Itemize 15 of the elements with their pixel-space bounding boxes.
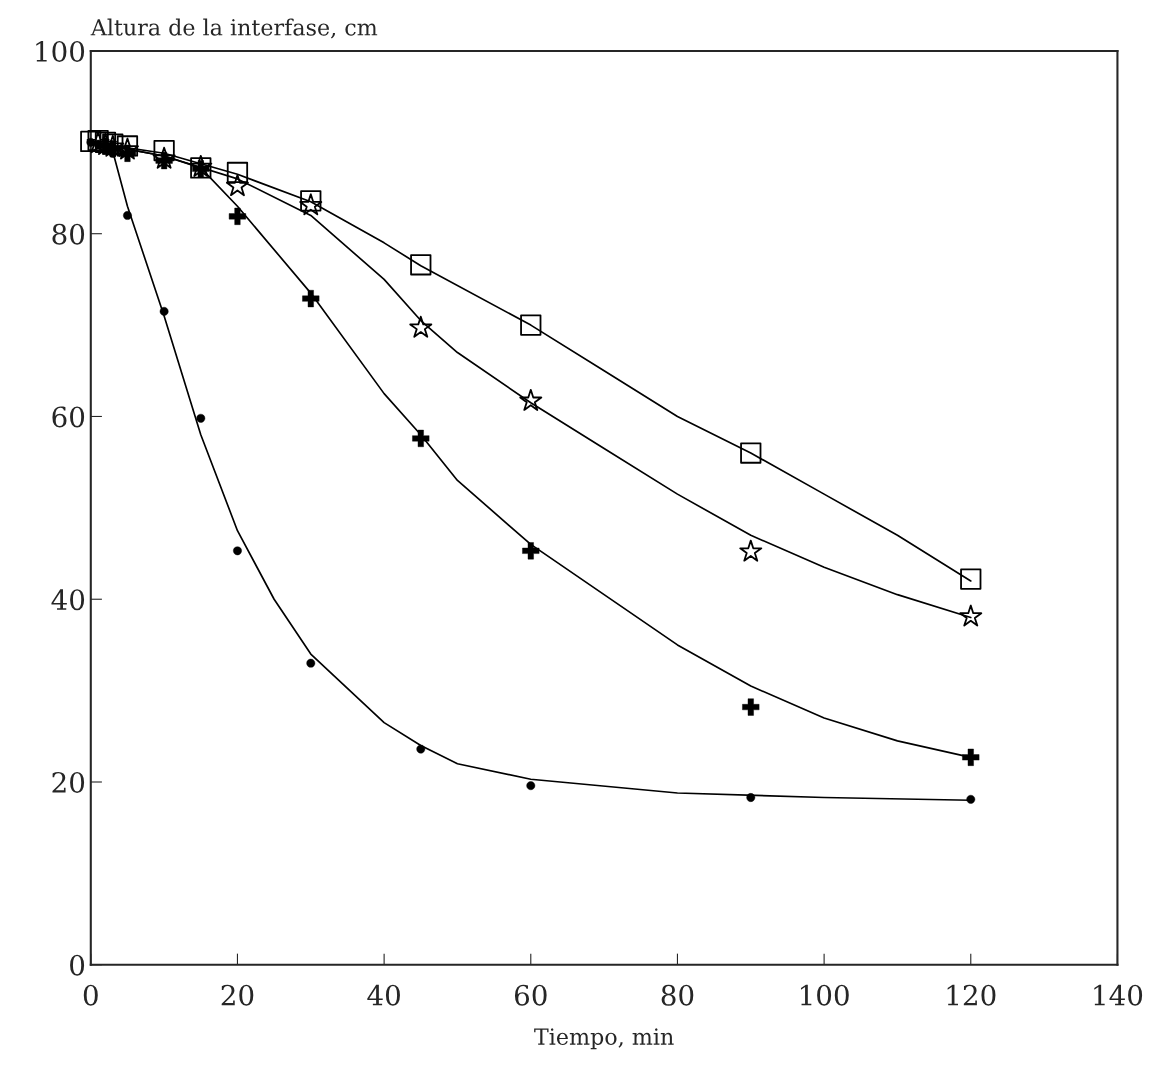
x-tick-label: 20 [221,984,254,1006]
x-tick-label: 100 [800,984,849,1006]
y-tick-label: 80 [52,223,85,245]
y-tick-label: 100 [36,40,85,62]
y-axis-title: Altura de la interfase, cm [90,18,378,39]
y-tick-label: 20 [52,771,85,793]
x-tick-label: 120 [947,984,996,1006]
y-tick-label: 0 [70,954,85,976]
x-tick-label: 80 [661,984,694,1006]
x-tick-label: 60 [514,984,547,1006]
y-tick-label: 40 [51,589,85,611]
y-tick-label: 60 [52,406,85,428]
x-tick-label: 40 [367,984,400,1006]
x-tick-label: 140 [1094,984,1143,1006]
x-axis-title: Tiempo, min [534,1028,674,1050]
